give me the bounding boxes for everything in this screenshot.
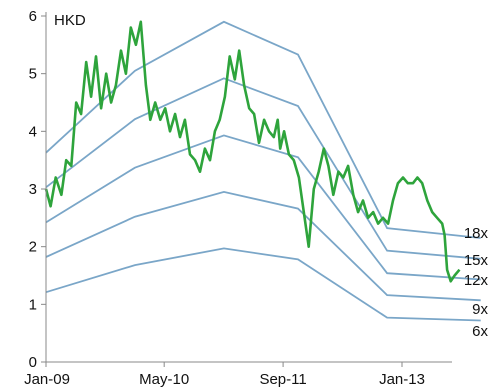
y-axis-ticks: 0 1 2 3 4 5 6 <box>29 8 46 371</box>
band-line-9x <box>45 190 481 302</box>
band-line-18x <box>45 20 481 239</box>
band-label-12x: 12x <box>464 272 489 289</box>
pe-band-lines <box>45 20 481 322</box>
y-tick-label: 1 <box>29 296 37 313</box>
y-tick-label: 2 <box>29 239 37 256</box>
y-tick-label: 3 <box>29 181 37 198</box>
price-line <box>44 20 461 283</box>
y-tick-label: 5 <box>29 66 37 83</box>
y-tick-label: 6 <box>29 8 37 25</box>
band-line-12x <box>45 134 481 281</box>
x-axis-ticks: Jan-09 May-10 Sep-11 Jan-13 <box>24 362 425 388</box>
x-tick-label: Jan-09 <box>24 371 70 388</box>
x-tick-label: May-10 <box>139 371 189 388</box>
y-axis-unit-label: HKD <box>54 12 86 29</box>
y-tick-label: 0 <box>29 354 37 371</box>
band-line-6x <box>45 247 481 322</box>
band-labels: 18x 15x 12x 9x 6x <box>464 225 489 340</box>
axes <box>45 12 452 363</box>
band-label-9x: 9x <box>472 301 488 318</box>
y-tick-label: 4 <box>29 123 37 140</box>
band-line-15x <box>45 77 481 260</box>
price-series <box>44 20 461 283</box>
band-label-18x: 18x <box>464 225 489 242</box>
x-tick-label: Jan-13 <box>379 371 425 388</box>
band-label-6x: 6x <box>472 323 488 340</box>
band-label-15x: 15x <box>464 252 489 269</box>
x-tick-label: Sep-11 <box>259 371 306 388</box>
